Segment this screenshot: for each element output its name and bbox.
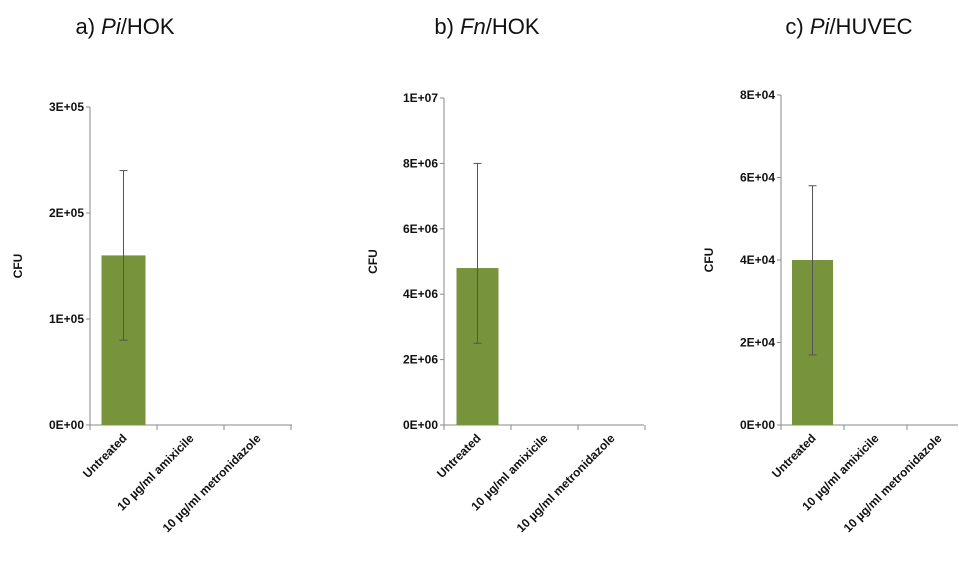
- y-tick-label: 6E+06: [403, 222, 438, 236]
- y-axis-label: CFU: [11, 254, 25, 279]
- y-tick-label: 0E+00: [403, 418, 438, 432]
- y-tick-label: 2E+04: [740, 336, 775, 350]
- category-label: Untreated: [80, 431, 130, 481]
- y-tick-label: 8E+04: [740, 88, 775, 102]
- y-tick-label: 1E+07: [403, 91, 438, 105]
- category-label: Untreated: [769, 431, 819, 481]
- chart-panel-1: a) Pi/HOK 0E+00 1E+05 2E+05 3E+05 CFU Untreate…: [11, 14, 292, 535]
- y-tick-label: 3E+05: [49, 100, 84, 114]
- y-axis-label: CFU: [366, 249, 380, 274]
- y-tick-label: 2E+05: [49, 206, 84, 220]
- chart-panel-3: c) Pi/HUVEC 0E+00 2E+04 4E+04 6E+04 8E+04 CFU U…: [702, 14, 958, 535]
- chart-panel-2: b) Fn/HOK 0E+00 2E+06 4E+06 6E+06 8E+06 1E+07 C…: [366, 14, 646, 535]
- y-axis-label: CFU: [702, 248, 716, 273]
- y-tick-label: 0E+00: [49, 418, 84, 432]
- y-tick-label: 0E+00: [740, 418, 775, 432]
- y-tick-label: 4E+06: [403, 287, 438, 301]
- y-tick-label: 8E+06: [403, 156, 438, 170]
- panel-title: a) Pi/HOK: [75, 14, 174, 39]
- y-tick-label: 4E+04: [740, 253, 775, 267]
- panel-title: b) Fn/HOK: [434, 14, 539, 39]
- panel-title: c) Pi/HUVEC: [785, 14, 912, 39]
- category-label: Untreated: [434, 431, 484, 481]
- y-tick-label: 6E+04: [740, 171, 775, 185]
- y-tick-label: 1E+05: [49, 312, 84, 326]
- y-tick-label: 2E+06: [403, 353, 438, 367]
